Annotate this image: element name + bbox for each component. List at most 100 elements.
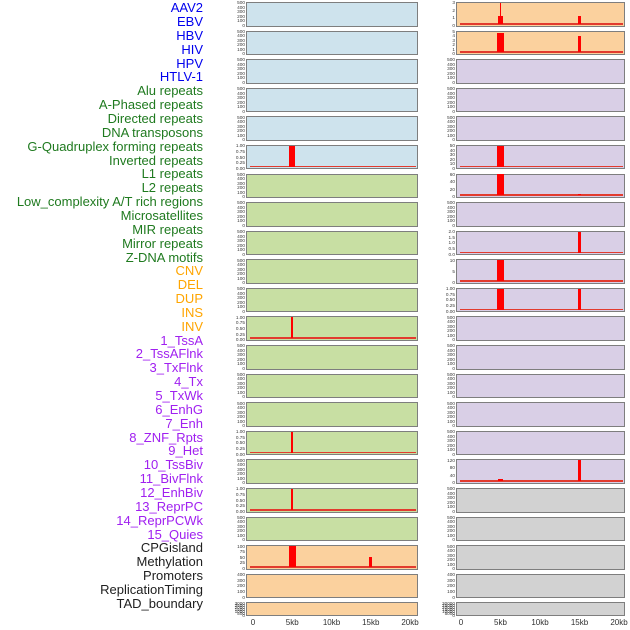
signal-baseline — [460, 280, 623, 282]
y-tick-label: 10 — [449, 160, 455, 167]
y-tick-label: 500 — [447, 114, 455, 120]
track-label-z-dna-motifs: Z-DNA motifs — [125, 249, 203, 265]
y-tick-label: 100 — [447, 532, 455, 538]
track-label-cpgisland: CPGisland — [140, 540, 203, 556]
track-label-7-enh: 7_Enh — [165, 415, 203, 431]
signal-spike — [497, 260, 504, 282]
track-label-8-znf-rpts: 8_ZNF_Rpts — [129, 429, 203, 445]
y-tick-label: 500 — [237, 0, 245, 6]
y-tick-label: 500 — [237, 343, 245, 349]
signal-baseline — [460, 22, 623, 25]
y-tick-label: 100 — [447, 218, 455, 224]
track-label-13-reprpc: 13_ReprPC — [135, 498, 203, 514]
y-tick-label: 1.00 — [445, 285, 455, 292]
y-tick-label: 300 — [447, 66, 455, 72]
y-tick-label: 500 — [237, 457, 245, 463]
y-tick-label: 0 — [452, 594, 455, 600]
y-tick-label: 300 — [237, 523, 245, 529]
y-tick-label: 5 — [452, 268, 455, 274]
y-tick-label: 100 — [237, 46, 245, 52]
y-tick-label: 0.00 — [235, 451, 245, 457]
y-tick-label: 2000 — [234, 604, 245, 610]
y-tick-label: 300 — [237, 577, 245, 583]
y-tick-label: 300 — [237, 8, 245, 15]
track-label-inv: INV — [181, 318, 203, 334]
y-tick-label: 300 — [237, 294, 245, 301]
y-tick-label: 200 — [237, 528, 245, 534]
y-tick-label: 300 — [447, 552, 455, 558]
y-tick-label: 0 — [452, 422, 455, 428]
y-tick-label: 0.50 — [235, 154, 245, 160]
y-tick-label: 0 — [452, 565, 455, 571]
y-tick-label: 200 — [447, 127, 455, 133]
y-tick-label: 400 — [237, 90, 245, 96]
y-tick-label: 0 — [242, 565, 245, 571]
track-panel-13-reprpc — [456, 402, 625, 427]
x-axis-tick-label: 10kb — [322, 617, 341, 627]
track-label-microsatellites: Microsatellites — [120, 207, 203, 223]
y-tick-label: 0.00 — [445, 308, 455, 314]
track-panel-hiv — [246, 87, 418, 113]
y-tick-label: 0.75 — [235, 320, 245, 326]
y-tick-label: 2 — [452, 7, 455, 13]
y-tick-label: 100 — [237, 75, 245, 81]
y-tick-label: 0.50 — [235, 325, 245, 331]
track-panel-promoters — [456, 545, 625, 570]
y-tick-label: 400 — [237, 61, 245, 67]
y-tick-label: 500 — [237, 85, 245, 91]
y-tick-label: 40 — [449, 147, 455, 153]
track-label-a-phased-repeats: A-Phased repeats — [98, 97, 203, 113]
y-tick-label: 200 — [447, 99, 455, 105]
y-tick-label: 100 — [447, 503, 455, 510]
y-tick-label: 200 — [447, 499, 455, 505]
y-tick-label: 100 — [237, 17, 245, 24]
y-tick-label: 200 — [237, 582, 245, 589]
y-tick-label: 100 — [237, 275, 245, 281]
y-tick-label: 500 — [237, 285, 245, 292]
y-tick-label: 100 — [447, 561, 455, 567]
y-tick-label: 60 — [449, 171, 455, 177]
y-tick-label: 200 — [447, 213, 455, 219]
y-tick-label: 400 — [237, 347, 245, 353]
y-tick-label: 0 — [242, 193, 245, 200]
y-tick-label: 2500 — [234, 602, 245, 608]
signal-spike — [499, 2, 502, 24]
y-tick-label: 1500 — [234, 606, 245, 612]
y-tick-label: 10 — [449, 257, 455, 263]
track-label-3-txflnk: 3_TxFlnk — [149, 360, 203, 376]
y-tick-label: 0.75 — [235, 434, 245, 440]
y-tick-label: 300 — [237, 352, 245, 358]
y-tick-label: 50 — [449, 142, 455, 149]
y-tick-label: 200 — [237, 13, 245, 19]
y-tick-label: 1.00 — [235, 142, 245, 149]
y-tick-label: 300 — [447, 94, 455, 100]
y-tick-label: 500 — [237, 400, 245, 406]
x-axis-tick-label: 20kb — [610, 617, 628, 627]
y-tick-label: 300 — [447, 323, 455, 329]
y-tick-label: 400 — [237, 233, 245, 239]
y-tick-label: 100 — [447, 389, 455, 395]
y-tick-label: 100 — [237, 132, 245, 138]
y-tick-label: 400 — [237, 404, 245, 410]
y-tick-label: 0.25 — [235, 502, 245, 509]
y-tick-label: 0 — [242, 308, 245, 314]
x-axis-tick-label: 5kb — [494, 617, 507, 627]
y-tick-label: 200 — [447, 556, 455, 562]
track-panel-6-enhg — [456, 202, 625, 227]
y-tick-label: 0.50 — [235, 497, 245, 503]
y-tick-label: 400 — [237, 118, 245, 124]
y-tick-label: 200 — [237, 385, 245, 391]
track-panel-tad-boundary — [456, 602, 625, 617]
y-tick-label: 1.0 — [448, 239, 455, 246]
y-tick-label: 0 — [242, 479, 245, 486]
y-tick-label: 0 — [452, 279, 455, 285]
y-tick-label: 0 — [452, 336, 455, 343]
y-tick-label: 0 — [242, 394, 245, 400]
y-tick-label: 1.00 — [235, 428, 245, 434]
y-tick-label: 500 — [447, 57, 455, 63]
track-label-6-enhg: 6_EnhG — [155, 401, 203, 417]
y-tick-label: 0 — [242, 222, 245, 228]
y-tick-label: 0 — [452, 537, 455, 543]
y-tick-label: 0 — [452, 193, 455, 200]
y-tick-label: 100 — [237, 532, 245, 538]
